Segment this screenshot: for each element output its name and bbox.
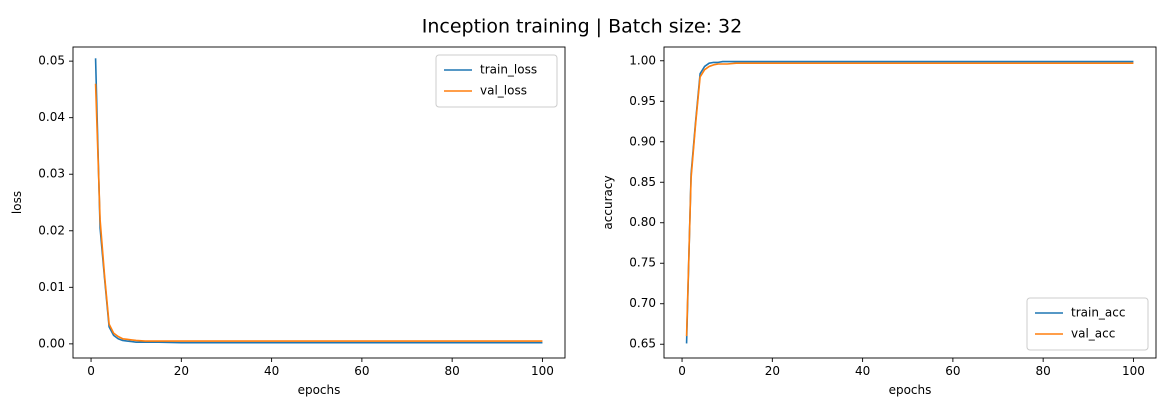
x-tick-label: 80: [1036, 364, 1051, 378]
series-line-train_acc: [685, 60, 1134, 344]
x-tick-label: 20: [174, 364, 189, 378]
x-tick-label: 60: [354, 364, 369, 378]
plot-frame: [72, 46, 566, 359]
y-tick-label: 0.65: [629, 337, 656, 351]
x-tick-label: 20: [765, 364, 780, 378]
y-tick-label: 0.90: [629, 134, 656, 148]
x-tick-label: 0: [87, 364, 95, 378]
y-tick-label: 0.05: [38, 54, 65, 68]
y-tick-label: 0.01: [38, 280, 65, 294]
y-tick-label: 0.80: [629, 215, 656, 229]
accuracy-chart: 0 20 40 60 80 100 0.65 0.70 0.75 0.80 0.85 0.90 0.95…: [601, 46, 1157, 397]
x-axis-label: epochs: [298, 383, 341, 397]
series-line-val_acc: [685, 62, 1134, 337]
y-tick-label: 0.70: [629, 296, 656, 310]
x-tick-label: 40: [855, 364, 870, 378]
legend-label-train_acc: train_acc: [1071, 306, 1125, 320]
series-line-val_loss: [94, 83, 543, 342]
y-tick-label: 0.03: [38, 167, 65, 181]
y-tick-label: 0.00: [38, 336, 65, 350]
series-line-train_loss: [94, 58, 543, 344]
y-tick-label: 0.75: [629, 256, 656, 270]
legend-box: [1026, 297, 1149, 351]
x-tick-label: 40: [264, 364, 279, 378]
y-tick-label: 1.00: [629, 53, 656, 67]
y-tick-label: 0.95: [629, 94, 656, 108]
legend-label-train_loss: train_loss: [480, 63, 537, 77]
y-tick-label: 0.04: [38, 110, 65, 124]
plot-frame: [663, 46, 1157, 359]
legend-box: [435, 54, 558, 108]
figure-title: Inception training | Batch size: 32: [422, 16, 742, 38]
legend-label-val_loss: val_loss: [480, 84, 527, 98]
x-tick-label: 60: [945, 364, 960, 378]
legend: train_loss val_loss: [435, 54, 558, 108]
y-tick-label: 0.02: [38, 223, 65, 237]
x-tick-label: 100: [531, 364, 554, 378]
x-tick-label: 0: [678, 364, 686, 378]
loss-chart: 0 20 40 60 80 100 0.00 0.01 0.02 0.03 0.04 0.05 epoc…: [10, 46, 566, 397]
x-axis-label: epochs: [889, 383, 932, 397]
x-tick-label: 100: [1122, 364, 1145, 378]
legend: train_acc val_acc: [1026, 297, 1149, 351]
y-axis-label: accuracy: [601, 175, 615, 229]
y-tick-label: 0.85: [629, 175, 656, 189]
legend-label-val_acc: val_acc: [1071, 327, 1115, 341]
x-tick-label: 80: [445, 364, 460, 378]
y-axis-label: loss: [10, 191, 24, 214]
